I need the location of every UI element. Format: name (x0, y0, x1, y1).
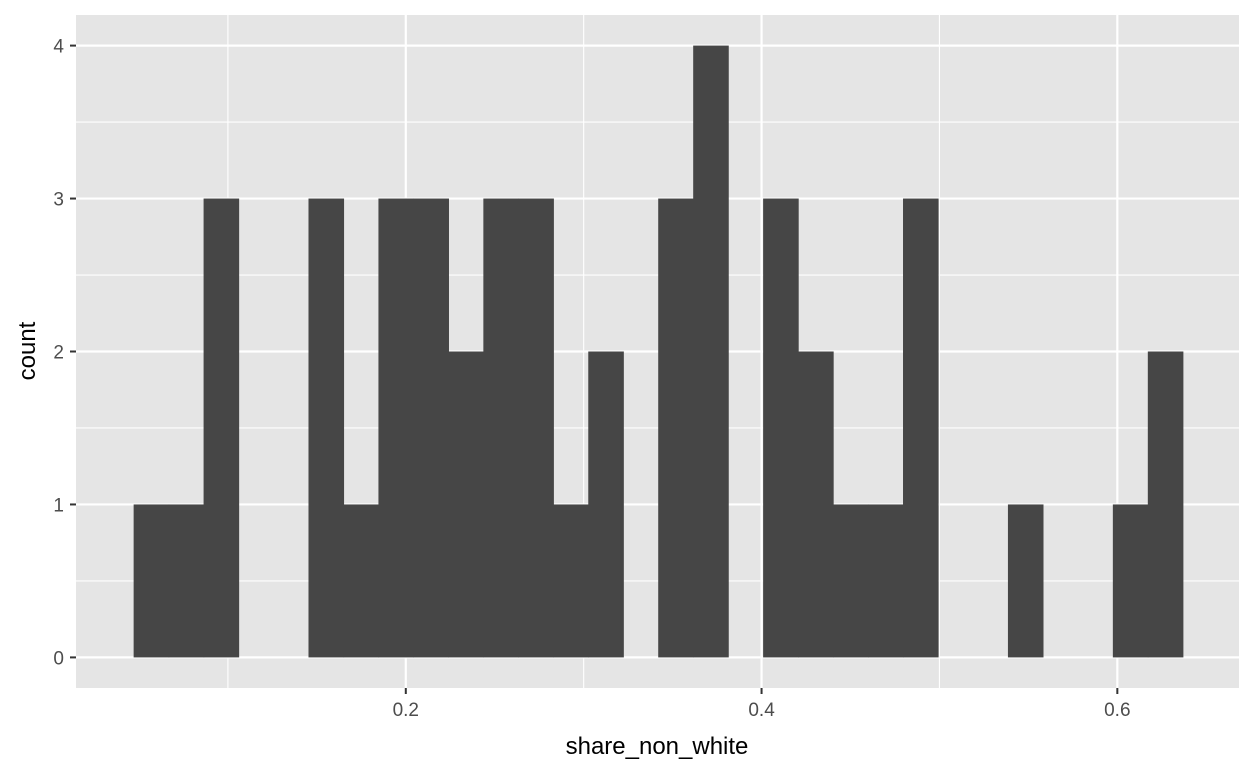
y-tick-label: 3 (53, 190, 64, 211)
histogram-bar (133, 504, 170, 658)
histogram-bar (308, 198, 345, 658)
y-axis: 0 1 2 3 4 (53, 37, 76, 669)
x-tick-label: 0.6 (1104, 700, 1130, 721)
y-tick-label: 1 (53, 495, 64, 516)
y-tick-label: 2 (53, 343, 64, 364)
histogram-bars (133, 45, 1184, 658)
histogram-bar (518, 198, 554, 658)
histogram-bar (868, 504, 904, 658)
x-axis-title: share_non_white (566, 733, 749, 760)
histogram-bar (1112, 504, 1149, 658)
histogram-bar (203, 198, 240, 658)
histogram-bar (658, 198, 694, 658)
y-tick-label: 4 (53, 37, 64, 58)
histogram-bar (588, 351, 624, 658)
histogram-bar (168, 504, 205, 658)
histogram-bar (903, 198, 939, 658)
histogram-bar (763, 198, 799, 658)
histogram-bar (1007, 504, 1044, 658)
histogram-bar (553, 504, 589, 658)
histogram-bar (343, 504, 380, 658)
x-tick-label: 0.4 (748, 700, 775, 721)
histogram-bar (483, 198, 519, 658)
histogram-bar (448, 351, 484, 658)
x-tick-label: 0.2 (393, 700, 419, 721)
y-tick-label: 0 (53, 648, 64, 669)
histogram-bar (378, 198, 415, 658)
histogram-bar (693, 45, 729, 658)
y-axis-title: count (14, 321, 41, 380)
histogram-bar (413, 198, 449, 658)
histogram-bar (1147, 351, 1184, 658)
histogram-bar (798, 351, 834, 658)
x-axis: 0.2 0.4 0.6 (393, 688, 1131, 721)
histogram-bar (833, 504, 869, 658)
